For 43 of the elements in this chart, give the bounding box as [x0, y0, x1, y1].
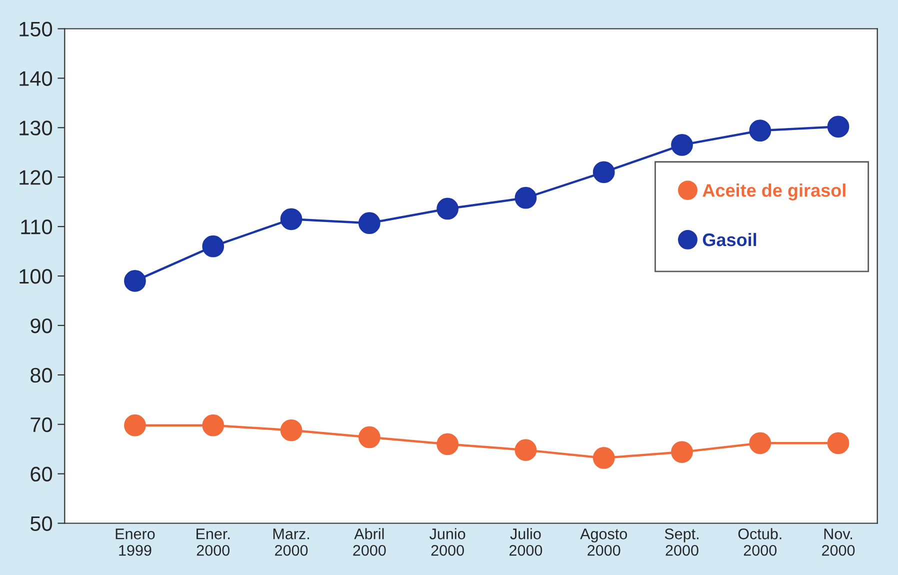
point — [280, 419, 302, 442]
point — [202, 414, 224, 436]
y-tick-label: 60 — [30, 466, 52, 482]
y-tick-label: 130 — [20, 120, 52, 136]
point — [514, 186, 537, 209]
point — [671, 441, 693, 463]
point — [827, 116, 850, 138]
x-tick-label: Ener. 2000 — [196, 528, 230, 556]
x-tick-label: Junio 2000 — [430, 528, 466, 556]
point — [592, 161, 615, 184]
y-tick-label: 140 — [20, 71, 52, 86]
point — [358, 426, 380, 448]
x-tick-label: Sept. 2000 — [664, 528, 698, 556]
point — [124, 414, 146, 436]
x-tick-label: Octub. 2000 — [738, 528, 782, 556]
y-tick-label: 150 — [20, 22, 52, 37]
point — [514, 439, 537, 461]
point — [124, 270, 146, 292]
x-tick-label: Nov. 2000 — [822, 528, 855, 556]
y-tick-label: 90 — [30, 318, 52, 334]
x-tick-label: Julio 2000 — [509, 528, 542, 556]
y-tick-label: 70 — [30, 417, 52, 432]
y-tick-label: 120 — [20, 170, 52, 185]
point — [436, 433, 458, 456]
x-tick-label: Agosto 2000 — [580, 528, 627, 556]
point — [358, 212, 380, 234]
point — [749, 120, 772, 142]
legend-label: Aceite de girasol — [702, 184, 846, 200]
y-tick-label: 50 — [30, 516, 52, 532]
point — [749, 432, 772, 454]
point — [202, 235, 224, 258]
x-tick-label: Abril 2000 — [353, 528, 386, 556]
point — [280, 208, 302, 230]
point — [827, 432, 850, 454]
y-tick-label: 100 — [20, 269, 52, 284]
y-tick-label: 110 — [21, 220, 52, 234]
legend-label: Gasoil — [702, 232, 756, 246]
point — [671, 134, 693, 156]
x-tick-label: Marz. 2000 — [273, 528, 309, 556]
x-tick-label: Enero 1999 — [116, 528, 155, 556]
point — [592, 447, 615, 469]
point — [436, 198, 458, 220]
y-tick-label: 80 — [30, 368, 52, 383]
